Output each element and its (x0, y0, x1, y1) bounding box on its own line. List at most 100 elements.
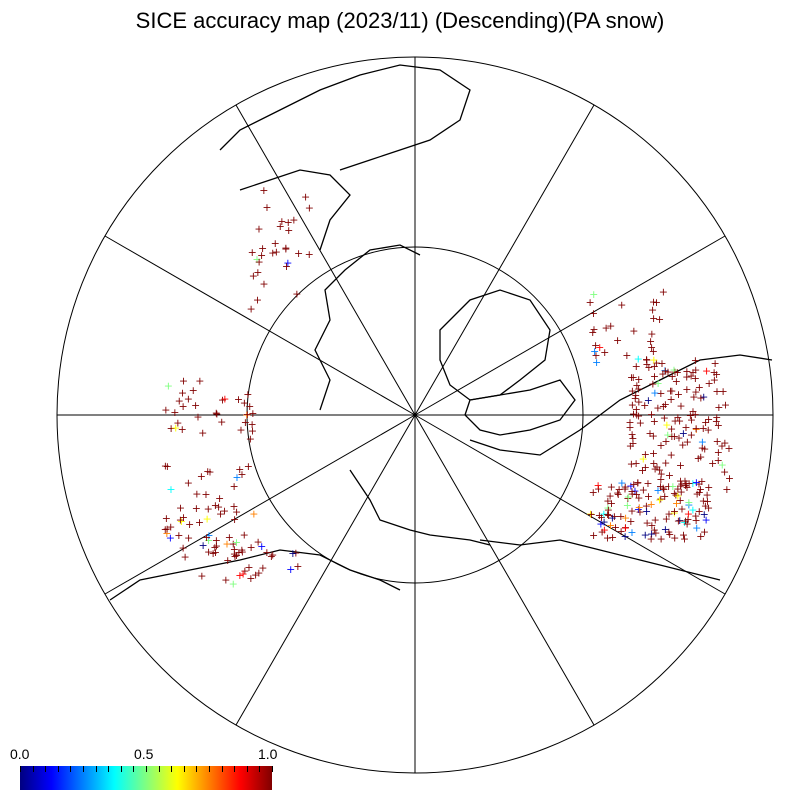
accuracy-marker: + (694, 452, 703, 465)
accuracy-marker: + (177, 515, 186, 528)
accuracy-marker: + (661, 398, 670, 411)
accuracy-marker: + (176, 513, 185, 526)
accuracy-marker: + (597, 525, 606, 538)
accuracy-marker: + (271, 237, 280, 250)
accuracy-marker: + (220, 393, 229, 406)
accuracy-marker: + (238, 545, 247, 558)
accuracy-marker: + (601, 321, 610, 334)
accuracy-marker: + (592, 356, 601, 369)
accuracy-marker: + (614, 488, 623, 501)
accuracy-marker: + (651, 514, 660, 527)
accuracy-marker: + (587, 508, 596, 521)
accuracy-marker: + (166, 422, 175, 435)
accuracy-marker: + (691, 408, 700, 421)
accuracy-marker: + (608, 531, 617, 544)
accuracy-marker: + (639, 483, 648, 496)
accuracy-marker: + (627, 458, 636, 471)
accuracy-marker: + (628, 437, 637, 450)
accuracy-marker: + (242, 409, 251, 422)
accuracy-marker: + (704, 502, 713, 515)
accuracy-marker: + (635, 506, 644, 519)
accuracy-marker: + (670, 430, 679, 443)
accuracy-marker: + (652, 460, 661, 473)
accuracy-marker: + (594, 483, 603, 496)
accuracy-marker: + (647, 328, 656, 341)
accuracy-marker: + (659, 285, 668, 298)
accuracy-marker: + (237, 544, 246, 557)
accuracy-marker: + (248, 424, 257, 437)
accuracy-marker: + (225, 531, 234, 544)
colorbar-tick (83, 766, 84, 772)
accuracy-marker: + (661, 364, 670, 377)
accuracy-marker: + (272, 246, 281, 259)
accuracy-marker: + (617, 477, 626, 490)
accuracy-marker: + (237, 468, 246, 481)
accuracy-marker: + (277, 215, 286, 228)
accuracy-marker: + (607, 481, 616, 494)
accuracy-marker: + (232, 549, 241, 562)
accuracy-marker: + (243, 408, 252, 421)
accuracy-marker: + (205, 466, 214, 479)
accuracy-marker: + (684, 507, 693, 520)
accuracy-marker: + (680, 533, 689, 546)
accuracy-marker: + (679, 427, 688, 440)
accuracy-marker: + (648, 303, 657, 316)
accuracy-marker: + (695, 486, 704, 499)
accuracy-marker: + (643, 477, 652, 490)
accuracy-marker: + (662, 418, 671, 431)
accuracy-marker: + (627, 485, 636, 498)
accuracy-marker: + (656, 387, 665, 400)
accuracy-marker: + (176, 502, 185, 515)
accuracy-marker: + (645, 427, 654, 440)
accuracy-marker: + (704, 423, 713, 436)
accuracy-marker: + (704, 413, 713, 426)
accuracy-marker: + (229, 480, 238, 493)
accuracy-marker: + (630, 485, 639, 498)
accuracy-marker: + (230, 548, 239, 561)
accuracy-marker: + (649, 345, 658, 358)
accuracy-marker: + (628, 487, 637, 500)
accuracy-marker: + (179, 511, 188, 524)
accuracy-marker: + (161, 459, 170, 472)
accuracy-marker: + (649, 354, 658, 367)
accuracy-marker: + (628, 398, 637, 411)
accuracy-marker: + (649, 457, 658, 470)
accuracy-marker: + (246, 541, 255, 554)
accuracy-marker: + (623, 499, 632, 512)
accuracy-marker: + (674, 515, 683, 528)
accuracy-marker: + (211, 546, 220, 559)
accuracy-marker: + (193, 411, 202, 424)
accuracy-marker: + (590, 345, 599, 358)
accuracy-marker: + (198, 427, 207, 440)
accuracy-marker: + (682, 481, 691, 494)
accuracy-marker: + (682, 383, 691, 396)
accuracy-marker: + (599, 516, 608, 529)
accuracy-marker: + (179, 374, 188, 387)
accuracy-marker: + (633, 476, 642, 489)
accuracy-marker: + (628, 385, 637, 398)
accuracy-marker: + (670, 415, 679, 428)
accuracy-marker: + (677, 503, 686, 516)
accuracy-marker: + (214, 500, 223, 513)
accuracy-marker: + (679, 529, 688, 542)
accuracy-marker: + (677, 486, 686, 499)
accuracy-marker: + (229, 538, 238, 551)
colorbar-tick (20, 766, 21, 772)
accuracy-marker: + (644, 361, 653, 374)
meridian-line (414, 235, 726, 416)
colorbar-tick (45, 766, 47, 772)
accuracy-marker: + (247, 418, 256, 431)
accuracy-marker: + (201, 488, 210, 501)
accuracy-marker: + (161, 403, 170, 416)
accuracy-marker: + (258, 242, 267, 255)
accuracy-marker: + (230, 543, 239, 556)
accuracy-marker: + (692, 521, 701, 534)
accuracy-marker: + (658, 367, 667, 380)
accuracy-marker: + (661, 435, 670, 448)
accuracy-marker: + (232, 536, 241, 549)
accuracy-marker: + (253, 294, 262, 307)
accuracy-marker: + (600, 524, 609, 537)
accuracy-marker: + (629, 478, 638, 491)
accuracy-marker: + (291, 547, 300, 560)
accuracy-marker: + (234, 393, 243, 406)
